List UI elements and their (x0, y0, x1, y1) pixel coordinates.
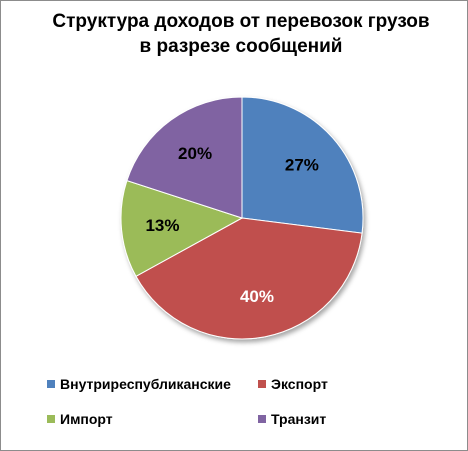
legend-swatch-export (258, 380, 266, 388)
data-label-import: 13% (145, 216, 179, 235)
legend-item-export: Экспорт (258, 376, 328, 392)
chart-title-line-2: в разрезе сообщений (139, 36, 343, 57)
chart-title-line-1: Структура доходов от перевозок грузов (52, 11, 430, 32)
pie-slice-transit (126, 96, 243, 219)
legend-swatch-domestic (47, 380, 55, 388)
legend-item-domestic: Внутриреспубликанские (47, 376, 231, 392)
legend-label-import: Импорт (60, 411, 113, 427)
legend-swatch-transit (258, 415, 266, 423)
pie-slice-export (135, 217, 363, 340)
pie-slice-domestic (241, 96, 364, 234)
data-label-domestic: 27% (285, 156, 319, 175)
data-label-transit: 20% (178, 144, 212, 163)
legend-label-domestic: Внутриреспубликанские (60, 376, 231, 392)
chart-title: Структура доходов от перевозок грузов в … (41, 9, 441, 59)
legend-item-import: Импорт (47, 411, 113, 427)
legend-label-export: Экспорт (271, 376, 328, 392)
data-label-export: 40% (240, 287, 274, 306)
legend-swatch-import (47, 415, 55, 423)
legend-label-transit: Транзит (271, 411, 327, 427)
pie-slices (120, 96, 364, 340)
pie-slice-import (120, 179, 244, 277)
legend-item-transit: Транзит (258, 411, 326, 427)
